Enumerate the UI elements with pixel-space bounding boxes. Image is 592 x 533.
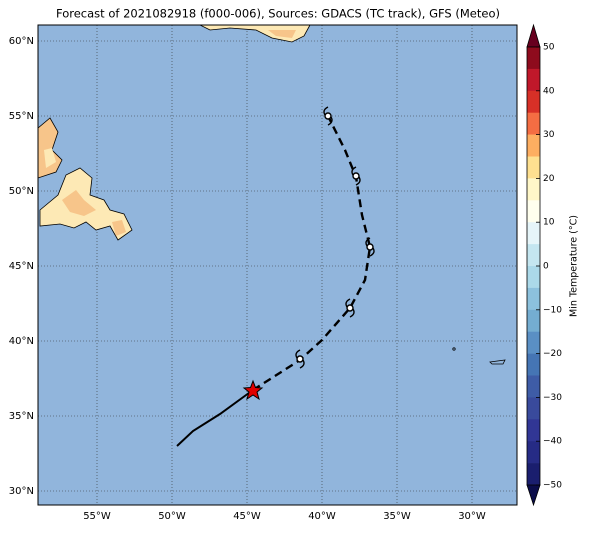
past-track	[176, 389, 254, 447]
colorbar-tick-label: −30	[543, 393, 562, 403]
lat-label: 50°N	[9, 186, 34, 197]
colorbar-tick-label: 0	[543, 262, 549, 272]
storm-symbols	[295, 106, 375, 369]
colorbar-band	[527, 419, 540, 442]
lat-label: 40°N	[9, 336, 34, 347]
colorbar-band	[527, 112, 540, 135]
colorbar-tick-label: 30	[543, 130, 555, 140]
colorbar: 50 40 30 20 10 0 −10 −20 −30 −40 −50	[526, 23, 562, 507]
colorbar-tick-label: −20	[543, 349, 562, 359]
colorbar-band	[527, 90, 540, 113]
lon-label: 55°W	[83, 511, 111, 522]
graticule	[38, 25, 517, 505]
colorbar-label: Min Temperature (°C)	[569, 215, 580, 317]
lat-label: 45°N	[9, 261, 34, 272]
colorbar-band	[527, 222, 540, 245]
colorbar-band	[527, 309, 540, 332]
colorbar-band	[527, 200, 540, 223]
forecast-track	[252, 115, 372, 392]
colorbar-band	[527, 331, 540, 354]
lon-label: 35°W	[383, 511, 411, 522]
colorbar-band	[527, 47, 540, 70]
current-position	[242, 379, 264, 401]
colorbar-band	[527, 68, 540, 92]
land	[37, 24, 506, 365]
lat-label: 35°N	[9, 411, 34, 422]
colorbar-band	[527, 178, 540, 201]
colorbar-band	[527, 353, 540, 376]
map-area	[37, 24, 518, 506]
colorbar-band	[527, 134, 540, 157]
colorbar-band	[527, 375, 540, 398]
colorbar-band	[527, 463, 540, 486]
lon-label: 40°W	[308, 511, 336, 522]
colorbar-tick-label: 50	[543, 43, 555, 53]
map-frame	[37, 24, 518, 506]
lat-label: 55°N	[9, 111, 34, 122]
colorbar-tick-label: −50	[543, 481, 562, 491]
colorbar-tick-label: 10	[543, 218, 555, 228]
ocean	[38, 25, 517, 505]
colorbar-extend-top	[526, 23, 541, 48]
lat-label: 60°N	[9, 36, 34, 47]
lon-label: 30°W	[458, 511, 486, 522]
colorbar-tick-label: 40	[543, 86, 555, 96]
lon-label: 50°W	[158, 511, 186, 522]
lon-label: 45°W	[233, 511, 261, 522]
title: Forecast of 2021082918 (f000-006), Sourc…	[56, 7, 500, 21]
colorbar-band	[527, 244, 540, 267]
colorbar-tick-label: 20	[543, 174, 555, 184]
colorbar-tick-label: −10	[543, 305, 562, 315]
colorbar-extend-bottom	[526, 484, 541, 507]
colorbar-band	[527, 287, 540, 311]
storm-track	[176, 115, 372, 447]
lat-label: 30°N	[9, 486, 34, 497]
colorbar-band	[527, 441, 540, 464]
colorbar-band	[527, 156, 540, 179]
colorbar-band	[527, 266, 540, 289]
colorbar-tick-label: −40	[543, 437, 562, 447]
colorbar-band	[527, 397, 540, 420]
